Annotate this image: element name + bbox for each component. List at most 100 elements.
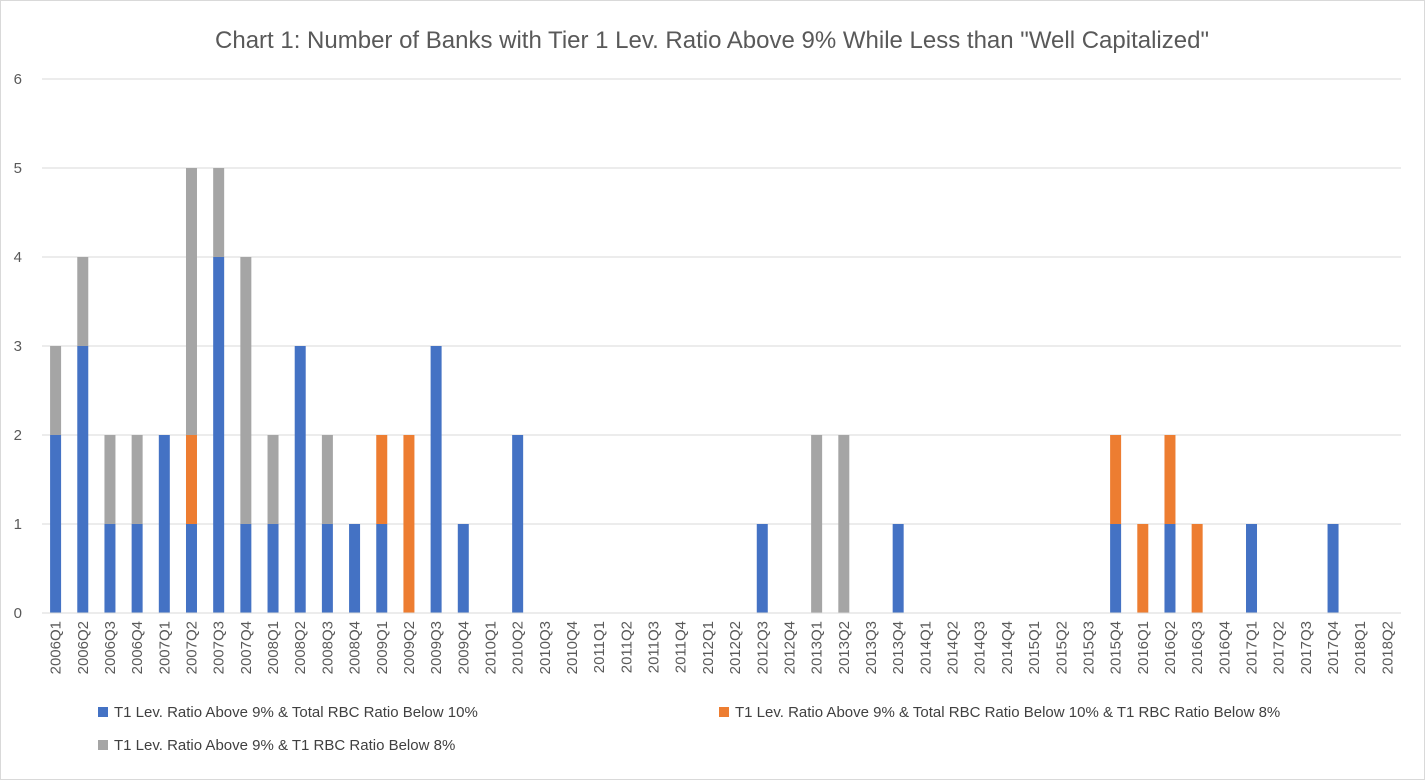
x-tick-label: 2016Q4 xyxy=(1216,621,1233,674)
x-tick-label: 2015Q4 xyxy=(1108,621,1125,674)
bar-segment xyxy=(321,435,333,524)
x-tick-label: 2010Q3 xyxy=(537,621,554,674)
x-tick-label: 2013Q4 xyxy=(890,621,907,674)
bar-segment xyxy=(1164,435,1176,524)
chart-title: Chart 1: Number of Banks with Tier 1 Lev… xyxy=(215,27,1209,54)
x-tick-label: 2006Q2 xyxy=(75,621,92,674)
bar-segment xyxy=(756,524,768,613)
bar-segment xyxy=(1137,524,1149,613)
x-tick-label: 2018Q2 xyxy=(1379,621,1396,674)
legend: T1 Lev. Ratio Above 9% & Total RBC Ratio… xyxy=(98,704,1280,754)
bar-segment xyxy=(430,346,442,613)
bar-segment xyxy=(104,524,116,613)
legend-swatch xyxy=(98,740,108,750)
bar-segment xyxy=(349,524,361,613)
x-tick-label: 2015Q1 xyxy=(1026,621,1043,674)
bar-segment xyxy=(158,435,170,613)
x-tick-label: 2017Q2 xyxy=(1271,621,1288,674)
legend-swatch xyxy=(719,707,729,717)
x-tick-label: 2011Q2 xyxy=(618,621,635,673)
x-tick-label: 2012Q4 xyxy=(781,621,798,674)
x-tick-label: 2011Q3 xyxy=(646,621,663,673)
bar-segment xyxy=(267,435,279,524)
bar-segment xyxy=(185,435,197,524)
bar-segment xyxy=(1327,524,1339,613)
bar-segment xyxy=(213,168,225,257)
bar-segment xyxy=(376,524,388,613)
y-tick-label: 4 xyxy=(14,249,22,266)
y-tick-label: 0 xyxy=(14,605,22,622)
bar-segment xyxy=(512,435,524,613)
x-tick-label: 2017Q3 xyxy=(1298,621,1315,674)
bar-segment xyxy=(131,524,143,613)
x-tick-label: 2006Q4 xyxy=(129,621,146,674)
bar-segment xyxy=(50,435,62,613)
bar-segment xyxy=(838,435,850,613)
y-tick-label: 2 xyxy=(14,427,22,444)
bar-segment xyxy=(240,524,252,613)
bar-segment xyxy=(1164,524,1176,613)
x-tick-label: 2007Q4 xyxy=(238,621,255,674)
y-tick-label: 1 xyxy=(14,516,22,533)
x-tick-label: 2014Q4 xyxy=(999,621,1016,674)
x-tick-label: 2010Q4 xyxy=(564,621,581,674)
bar-segment xyxy=(457,524,469,613)
bar-segment xyxy=(185,168,197,435)
bar-segment xyxy=(811,435,823,613)
x-tick-label: 2013Q3 xyxy=(863,621,880,674)
bar-segment xyxy=(104,435,116,524)
bars xyxy=(50,168,1339,613)
x-tick-label: 2014Q1 xyxy=(917,621,934,674)
x-tick-label: 2016Q2 xyxy=(1162,621,1179,674)
bar-segment xyxy=(77,257,89,346)
bar-segment xyxy=(321,524,333,613)
y-tick-label: 6 xyxy=(14,71,22,88)
legend-label: T1 Lev. Ratio Above 9% & Total RBC Ratio… xyxy=(114,704,478,721)
x-tick-label: 2017Q4 xyxy=(1325,621,1342,674)
x-tick-label: 2010Q1 xyxy=(482,621,499,674)
x-tick-label: 2012Q3 xyxy=(754,621,771,674)
bar-segment xyxy=(240,257,252,524)
x-tick-label: 2009Q4 xyxy=(455,621,472,674)
x-tick-label: 2009Q3 xyxy=(428,621,445,674)
y-tick-label: 3 xyxy=(14,338,22,355)
x-tick-label: 2012Q1 xyxy=(700,621,717,674)
x-tick-label: 2010Q2 xyxy=(510,621,527,674)
x-tick-label: 2007Q1 xyxy=(156,621,173,674)
x-tick-label: 2008Q2 xyxy=(292,621,309,674)
x-tick-label: 2013Q2 xyxy=(836,621,853,674)
bar-segment xyxy=(1191,524,1203,613)
bar-segment xyxy=(892,524,904,613)
y-tick-label: 5 xyxy=(14,160,22,177)
bar-segment xyxy=(267,524,279,613)
x-tick-label: 2009Q1 xyxy=(374,621,391,674)
x-tick-label: 2018Q1 xyxy=(1352,621,1369,674)
legend-label: T1 Lev. Ratio Above 9% & Total RBC Ratio… xyxy=(735,704,1280,721)
x-tick-label: 2013Q1 xyxy=(809,621,826,674)
x-axis-ticks: 2006Q1 2006Q2 2006Q3 2006Q4 2007Q1 2007Q2 2007… xyxy=(48,621,1397,674)
x-tick-label: 2012Q2 xyxy=(727,621,744,674)
x-tick-label: 2007Q2 xyxy=(183,621,200,674)
bar-segment xyxy=(131,435,143,524)
y-axis-ticks: 0 1 2 3 4 5 6 xyxy=(14,71,22,622)
x-tick-label: 2008Q3 xyxy=(319,621,336,674)
bar-segment xyxy=(213,257,225,613)
x-tick-label: 2015Q2 xyxy=(1053,621,1070,674)
x-tick-label: 2011Q1 xyxy=(591,621,608,673)
legend-label: T1 Lev. Ratio Above 9% & T1 RBC Ratio Be… xyxy=(114,737,455,754)
x-tick-label: 2015Q3 xyxy=(1080,621,1097,674)
bar-segment xyxy=(1110,435,1122,524)
bar-segment xyxy=(403,435,415,613)
x-tick-label: 2008Q1 xyxy=(265,621,282,674)
legend-swatch xyxy=(98,707,108,717)
bar-segment xyxy=(1246,524,1258,613)
bar-segment xyxy=(1110,524,1122,613)
x-tick-label: 2006Q1 xyxy=(48,621,65,674)
x-tick-label: 2017Q1 xyxy=(1244,621,1261,674)
bar-segment xyxy=(50,346,62,435)
x-tick-label: 2011Q4 xyxy=(673,621,690,673)
bar-segment xyxy=(77,346,89,613)
x-tick-label: 2014Q2 xyxy=(945,621,962,674)
